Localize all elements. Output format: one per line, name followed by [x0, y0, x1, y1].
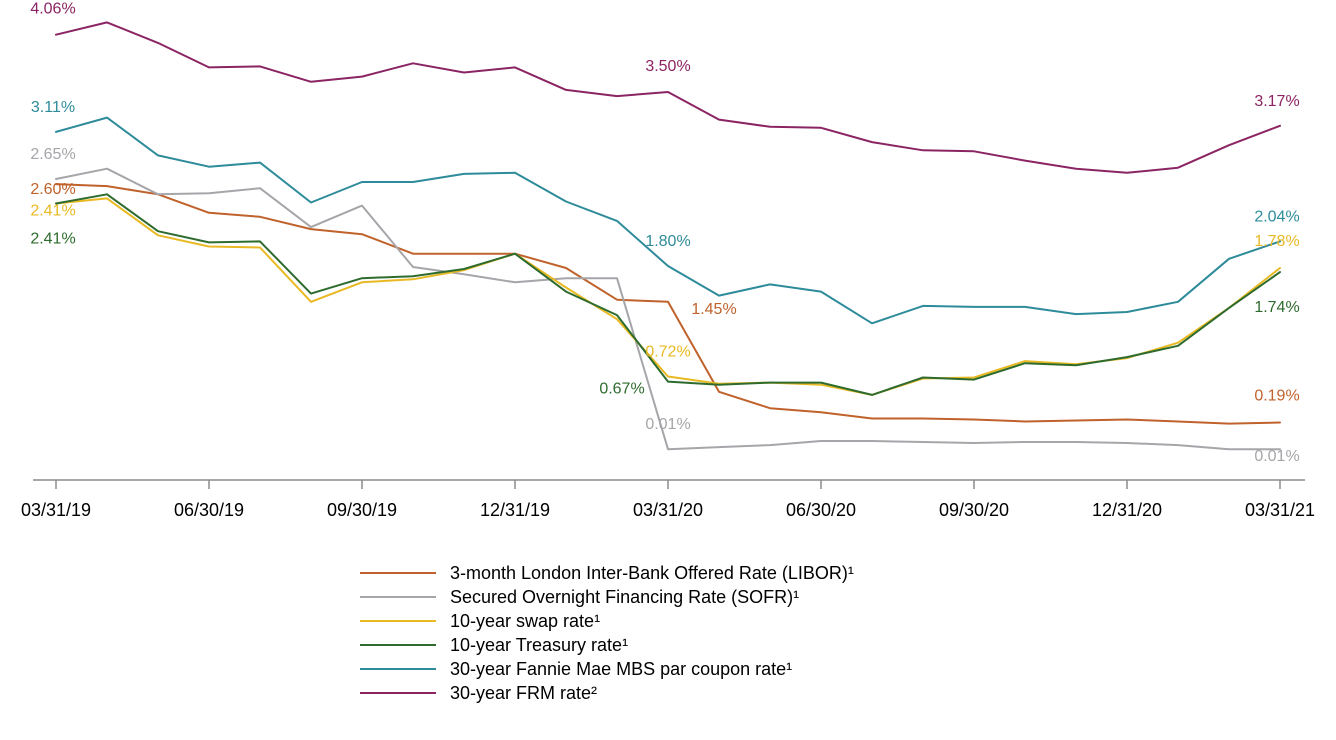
x-axis: 03/31/19 06/30/19 09/30/19 12/31/19 03/31/20…	[21, 479, 1315, 520]
legend-label: 30-year FRM rate²	[450, 683, 597, 703]
data-label: 0.72%	[645, 343, 690, 360]
series-line-1	[55, 167, 1281, 451]
series-line-2	[55, 197, 1281, 396]
data-label: 3.17%	[1254, 93, 1299, 110]
data-label: 2.41%	[30, 231, 75, 248]
series-line-5	[55, 21, 1281, 174]
data-label: 0.01%	[1254, 448, 1299, 465]
x-tick-label: 03/31/20	[633, 500, 703, 520]
legend-item: 30-year Fannie Mae MBS par coupon rate¹	[360, 659, 792, 679]
legend-item: Secured Overnight Financing Rate (SOFR)¹	[360, 587, 799, 607]
x-tick-label: 06/30/20	[786, 500, 856, 520]
series-line-4	[55, 116, 1281, 325]
data-label: 2.60%	[30, 181, 75, 198]
data-label: 3.50%	[645, 58, 690, 75]
legend-item: 10-year Treasury rate¹	[360, 635, 628, 655]
x-tick-label: 09/30/20	[939, 500, 1009, 520]
legend-label: 3-month London Inter-Bank Offered Rate (…	[450, 563, 854, 583]
legend: 3-month London Inter-Bank Offered Rate (…	[360, 563, 854, 703]
x-tick-label: 03/31/21	[1245, 500, 1315, 520]
x-tick-label: 12/31/19	[480, 500, 550, 520]
legend-label: 10-year swap rate¹	[450, 611, 600, 631]
legend-label: 30-year Fannie Mae MBS par coupon rate¹	[450, 659, 792, 679]
data-labels: 2.60% 1.45% 0.19% 2.65% 0.01% 0.01% 2.41% 0.72%…	[30, 1, 1299, 465]
data-label: 3.11%	[31, 99, 75, 116]
x-tick-label: 06/30/19	[174, 500, 244, 520]
data-label: 1.74%	[1254, 299, 1299, 316]
data-label: 2.04%	[1254, 208, 1299, 225]
series-line-0	[55, 183, 1281, 425]
data-label: 1.45%	[691, 301, 736, 318]
legend-item: 3-month London Inter-Bank Offered Rate (…	[360, 563, 854, 583]
legend-label: Secured Overnight Financing Rate (SOFR)¹	[450, 587, 799, 607]
data-label: 1.80%	[645, 233, 690, 250]
x-tick-label: 09/30/19	[327, 500, 397, 520]
data-label: 2.41%	[30, 203, 75, 220]
data-label: 0.01%	[645, 416, 690, 433]
data-label: 2.65%	[30, 146, 75, 163]
series-line-3	[55, 193, 1281, 396]
legend-label: 10-year Treasury rate¹	[450, 635, 628, 655]
data-label: 1.78%	[1254, 233, 1299, 250]
data-label: 0.67%	[599, 381, 644, 398]
x-tick-label: 12/31/20	[1092, 500, 1162, 520]
series-lines	[55, 21, 1281, 451]
data-label: 0.19%	[1254, 388, 1299, 405]
legend-item: 30-year FRM rate²	[360, 683, 597, 703]
x-tick-label: 03/31/19	[21, 500, 91, 520]
legend-item: 10-year swap rate¹	[360, 611, 600, 631]
data-label: 4.06%	[30, 1, 75, 18]
